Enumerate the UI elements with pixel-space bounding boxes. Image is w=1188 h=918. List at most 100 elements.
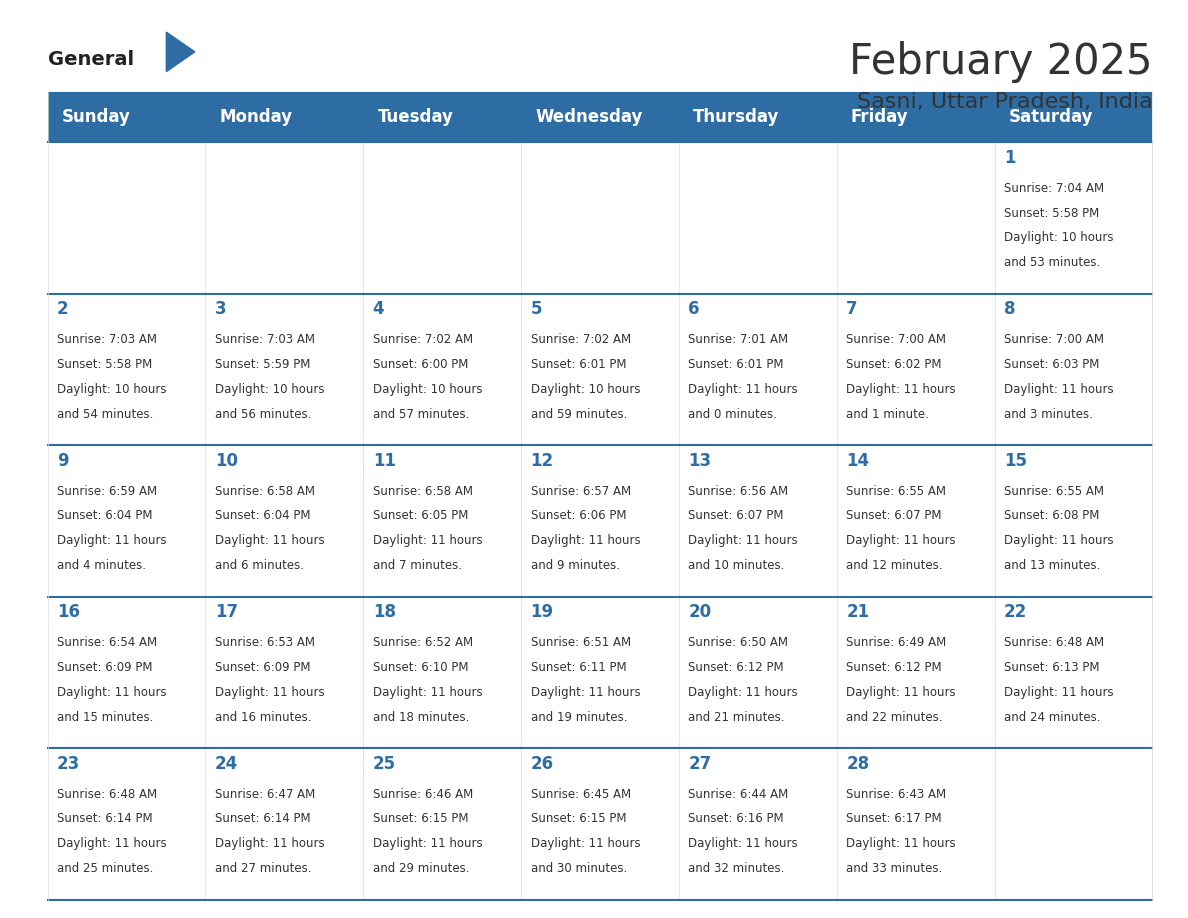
- Text: Sunrise: 6:49 AM: Sunrise: 6:49 AM: [846, 636, 947, 649]
- Text: 15: 15: [1004, 452, 1028, 470]
- Text: Daylight: 11 hours: Daylight: 11 hours: [57, 837, 166, 850]
- Text: Daylight: 10 hours: Daylight: 10 hours: [373, 383, 482, 396]
- Text: Daylight: 11 hours: Daylight: 11 hours: [1004, 686, 1113, 699]
- Text: Daylight: 11 hours: Daylight: 11 hours: [215, 534, 324, 547]
- Text: Sunrise: 6:55 AM: Sunrise: 6:55 AM: [1004, 485, 1104, 498]
- Text: Sunset: 6:06 PM: Sunset: 6:06 PM: [531, 509, 626, 522]
- Text: Sunrise: 6:45 AM: Sunrise: 6:45 AM: [531, 788, 631, 800]
- Text: Daylight: 10 hours: Daylight: 10 hours: [531, 383, 640, 396]
- Text: Sunrise: 6:48 AM: Sunrise: 6:48 AM: [1004, 636, 1104, 649]
- Text: General: General: [48, 50, 133, 70]
- Text: and 56 minutes.: and 56 minutes.: [215, 408, 311, 420]
- Text: Sunset: 6:09 PM: Sunset: 6:09 PM: [215, 661, 310, 674]
- Text: Daylight: 11 hours: Daylight: 11 hours: [57, 686, 166, 699]
- Text: Sunset: 6:15 PM: Sunset: 6:15 PM: [373, 812, 468, 825]
- Text: 3: 3: [215, 300, 227, 319]
- Text: and 12 minutes.: and 12 minutes.: [846, 559, 943, 572]
- Text: and 25 minutes.: and 25 minutes.: [57, 862, 153, 875]
- Text: Sunset: 6:04 PM: Sunset: 6:04 PM: [57, 509, 152, 522]
- Text: 10: 10: [215, 452, 238, 470]
- Text: Daylight: 10 hours: Daylight: 10 hours: [57, 383, 166, 396]
- Text: and 33 minutes.: and 33 minutes.: [846, 862, 942, 875]
- Text: Daylight: 11 hours: Daylight: 11 hours: [1004, 534, 1113, 547]
- Text: and 7 minutes.: and 7 minutes.: [373, 559, 462, 572]
- Text: Sunrise: 7:04 AM: Sunrise: 7:04 AM: [1004, 182, 1104, 195]
- Text: 2: 2: [57, 300, 69, 319]
- Text: 11: 11: [373, 452, 396, 470]
- Text: Sunset: 6:00 PM: Sunset: 6:00 PM: [373, 358, 468, 371]
- Text: 19: 19: [531, 603, 554, 621]
- Text: Daylight: 11 hours: Daylight: 11 hours: [688, 534, 798, 547]
- Text: Sunset: 6:17 PM: Sunset: 6:17 PM: [846, 812, 942, 825]
- Text: Sasni, Uttar Pradesh, India: Sasni, Uttar Pradesh, India: [857, 92, 1152, 112]
- Text: 25: 25: [373, 755, 396, 773]
- Text: and 29 minutes.: and 29 minutes.: [373, 862, 469, 875]
- Text: Sunrise: 6:58 AM: Sunrise: 6:58 AM: [373, 485, 473, 498]
- Text: Sunrise: 6:43 AM: Sunrise: 6:43 AM: [846, 788, 947, 800]
- Text: Blue: Blue: [48, 92, 96, 111]
- Text: and 9 minutes.: and 9 minutes.: [531, 559, 619, 572]
- Text: Sunset: 6:13 PM: Sunset: 6:13 PM: [1004, 661, 1100, 674]
- Text: Sunset: 6:07 PM: Sunset: 6:07 PM: [688, 509, 784, 522]
- Text: Sunrise: 7:03 AM: Sunrise: 7:03 AM: [57, 333, 157, 346]
- Text: Sunrise: 6:52 AM: Sunrise: 6:52 AM: [373, 636, 473, 649]
- Text: and 10 minutes.: and 10 minutes.: [688, 559, 785, 572]
- Text: Sunrise: 6:47 AM: Sunrise: 6:47 AM: [215, 788, 315, 800]
- Text: Daylight: 11 hours: Daylight: 11 hours: [531, 837, 640, 850]
- Text: Sunrise: 6:55 AM: Sunrise: 6:55 AM: [846, 485, 946, 498]
- Text: 22: 22: [1004, 603, 1028, 621]
- Text: 8: 8: [1004, 300, 1016, 319]
- Text: Sunset: 5:58 PM: Sunset: 5:58 PM: [1004, 207, 1099, 219]
- Text: and 27 minutes.: and 27 minutes.: [215, 862, 311, 875]
- Text: Sunrise: 6:44 AM: Sunrise: 6:44 AM: [688, 788, 789, 800]
- Text: Sunrise: 6:50 AM: Sunrise: 6:50 AM: [688, 636, 789, 649]
- Text: and 4 minutes.: and 4 minutes.: [57, 559, 146, 572]
- Text: Daylight: 11 hours: Daylight: 11 hours: [531, 686, 640, 699]
- Text: Monday: Monday: [220, 108, 292, 126]
- Text: Sunrise: 6:57 AM: Sunrise: 6:57 AM: [531, 485, 631, 498]
- Text: Sunset: 6:09 PM: Sunset: 6:09 PM: [57, 661, 152, 674]
- Text: Sunrise: 6:53 AM: Sunrise: 6:53 AM: [215, 636, 315, 649]
- Text: and 13 minutes.: and 13 minutes.: [1004, 559, 1100, 572]
- Text: Sunset: 6:04 PM: Sunset: 6:04 PM: [215, 509, 310, 522]
- Text: Sunrise: 6:58 AM: Sunrise: 6:58 AM: [215, 485, 315, 498]
- Text: Sunset: 5:58 PM: Sunset: 5:58 PM: [57, 358, 152, 371]
- Text: and 22 minutes.: and 22 minutes.: [846, 711, 943, 723]
- Polygon shape: [166, 32, 195, 72]
- Text: and 30 minutes.: and 30 minutes.: [531, 862, 627, 875]
- Text: Sunrise: 7:02 AM: Sunrise: 7:02 AM: [373, 333, 473, 346]
- Text: and 16 minutes.: and 16 minutes.: [215, 711, 311, 723]
- Text: 28: 28: [846, 755, 870, 773]
- Text: 6: 6: [688, 300, 700, 319]
- Text: Sunset: 6:10 PM: Sunset: 6:10 PM: [373, 661, 468, 674]
- Text: Tuesday: Tuesday: [378, 108, 454, 126]
- Text: Saturday: Saturday: [1009, 108, 1093, 126]
- Text: and 18 minutes.: and 18 minutes.: [373, 711, 469, 723]
- Text: Sunset: 6:05 PM: Sunset: 6:05 PM: [373, 509, 468, 522]
- Text: and 3 minutes.: and 3 minutes.: [1004, 408, 1093, 420]
- Text: Sunset: 6:11 PM: Sunset: 6:11 PM: [531, 661, 626, 674]
- Text: Daylight: 11 hours: Daylight: 11 hours: [688, 383, 798, 396]
- Text: and 15 minutes.: and 15 minutes.: [57, 711, 153, 723]
- Text: Sunset: 6:01 PM: Sunset: 6:01 PM: [688, 358, 784, 371]
- Text: 14: 14: [846, 452, 870, 470]
- Text: 17: 17: [215, 603, 238, 621]
- Text: Sunrise: 6:46 AM: Sunrise: 6:46 AM: [373, 788, 473, 800]
- Text: 4: 4: [373, 300, 384, 319]
- Text: Sunrise: 7:00 AM: Sunrise: 7:00 AM: [1004, 333, 1104, 346]
- Text: Sunset: 5:59 PM: Sunset: 5:59 PM: [215, 358, 310, 371]
- Text: Thursday: Thursday: [693, 108, 779, 126]
- Text: Sunset: 6:14 PM: Sunset: 6:14 PM: [215, 812, 310, 825]
- Text: and 59 minutes.: and 59 minutes.: [531, 408, 627, 420]
- Text: Sunset: 6:15 PM: Sunset: 6:15 PM: [531, 812, 626, 825]
- Text: February 2025: February 2025: [849, 41, 1152, 84]
- Text: Sunrise: 7:03 AM: Sunrise: 7:03 AM: [215, 333, 315, 346]
- Text: Daylight: 11 hours: Daylight: 11 hours: [1004, 383, 1113, 396]
- Text: 16: 16: [57, 603, 80, 621]
- Text: Wednesday: Wednesday: [536, 108, 643, 126]
- Text: Sunset: 6:03 PM: Sunset: 6:03 PM: [1004, 358, 1099, 371]
- Text: Sunrise: 7:02 AM: Sunrise: 7:02 AM: [531, 333, 631, 346]
- Text: Sunrise: 6:51 AM: Sunrise: 6:51 AM: [531, 636, 631, 649]
- Text: Sunrise: 6:59 AM: Sunrise: 6:59 AM: [57, 485, 157, 498]
- Text: and 32 minutes.: and 32 minutes.: [688, 862, 785, 875]
